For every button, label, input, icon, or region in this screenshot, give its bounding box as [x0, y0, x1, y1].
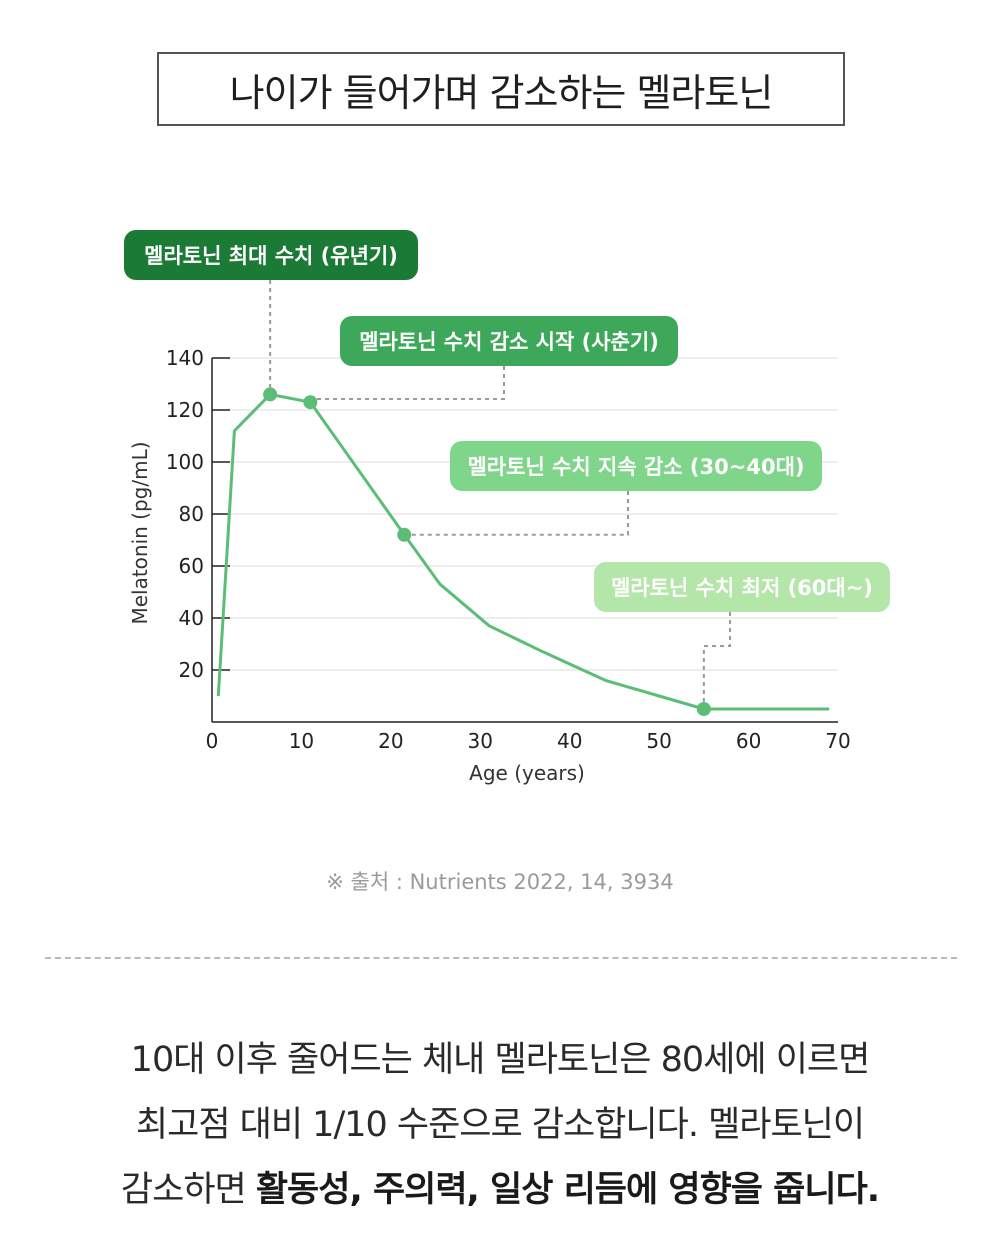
divider [45, 957, 957, 959]
body-line-1: 10대 이후 줄어드는 체내 멜라토닌은 80세에 이르면 [130, 1040, 871, 1080]
y-tick-label-140: 140 [166, 346, 204, 370]
annotation-1-bg [124, 230, 418, 280]
annotation-1-label: 멜라토닌 최대 수치 (유년기) [144, 244, 398, 268]
annotation-2-label: 멜라토닌 수치 감소 시작 (사춘기) [359, 330, 659, 354]
annotation-leader-lines [269, 280, 731, 709]
data-markers [263, 387, 711, 716]
x-tick-label-70: 70 [825, 729, 850, 753]
y-tick-label-80: 80 [179, 502, 204, 526]
x-tick-label-0: 0 [206, 729, 219, 753]
y-tick-label-20: 20 [179, 658, 204, 682]
melatonin-age-chart: 20 40 60 80 100 120 140 0 10 20 30 40 50 60 70 멜라토닌 최대… [124, 230, 890, 785]
annotation-1: 멜라토닌 최대 수치 (유년기) [124, 230, 418, 280]
annotation-2: 멜라토닌 수치 감소 시작 (사춘기) [340, 316, 678, 366]
annotation-4-bg [594, 562, 890, 612]
annotation-4: 멜라토닌 수치 최저 (60대~) [594, 562, 890, 612]
body-line-3: 감소하면 활동성, 주의력, 일상 리듬에 영향을 줍니다. [0, 1158, 1000, 1223]
x-tick-label-10: 10 [289, 729, 314, 753]
body-line-2: 최고점 대비 1/10 수준으로 감소합니다. 멜라토닌이 [135, 1105, 865, 1145]
body-line-3-plain: 감소하면 [120, 1170, 256, 1210]
data-marker-3 [696, 702, 711, 716]
x-tick-label-30: 30 [468, 729, 493, 753]
leader-line-2 [310, 366, 505, 400]
axes: 20 40 60 80 100 120 140 0 10 20 30 40 50 60 70 [166, 346, 851, 753]
x-axis-label: Age (years) [469, 761, 585, 785]
data-marker-0 [263, 387, 278, 402]
data-marker-2 [397, 527, 412, 542]
leader-line-3 [404, 491, 629, 536]
x-tick-label-50: 50 [646, 729, 671, 753]
body-paragraph: 10대 이후 줄어드는 체내 멜라토닌은 80세에 이르면 최고점 대비 1/1… [0, 1028, 1000, 1223]
annotation-labels: 멜라토닌 최대 수치 (유년기) 멜라토닌 수치 감소 시작 (사춘기) 멜라토닌 … [124, 230, 890, 612]
annotation-3: 멜라토닌 수치 지속 감소 (30~40대) [450, 441, 822, 491]
x-tick-label-60: 60 [736, 729, 761, 753]
annotation-3-bg [450, 441, 822, 491]
body-line-3-bold: 활동성, 주의력, 일상 리듬에 영향을 줍니다. [255, 1170, 880, 1210]
source-citation: ※ 출처 : Nutrients 2022, 14, 3934 [326, 870, 674, 894]
x-tick-label-20: 20 [378, 729, 403, 753]
y-tick-label-100: 100 [166, 450, 204, 474]
y-axis-label: Melatonin (pg/mL) [128, 441, 152, 624]
data-marker-1 [303, 395, 318, 410]
annotation-3-label: 멜라토닌 수치 지속 감소 (30~40대) [467, 455, 804, 479]
y-tick-label-40: 40 [179, 606, 204, 630]
page-title: 나이가 들어가며 감소하는 멜라토닌 [157, 52, 845, 126]
x-tick-label-40: 40 [557, 729, 582, 753]
leader-line-4 [702, 612, 731, 709]
annotation-4-label: 멜라토닌 수치 최저 (60대~) [611, 576, 873, 600]
annotation-2-bg [340, 316, 678, 366]
y-tick-label-120: 120 [166, 398, 204, 422]
y-tick-label-60: 60 [179, 554, 204, 578]
